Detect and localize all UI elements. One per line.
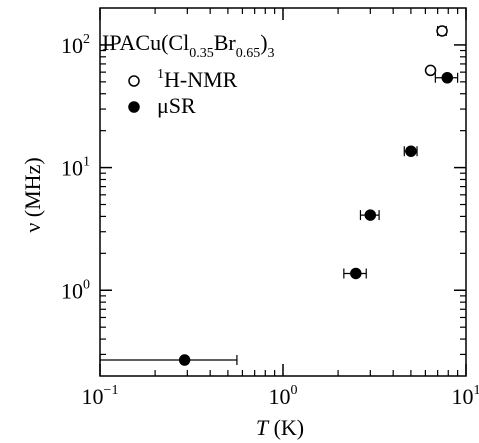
musr-data-point [441, 72, 454, 84]
legend-marker-open-circle [128, 75, 140, 87]
x-axis-title: T (K) [256, 415, 304, 440]
nmr-data-point [424, 64, 437, 77]
legend-label: 1H-NMR [157, 67, 238, 92]
nmr-data-point [436, 25, 448, 37]
y-tick-label: 102 [61, 32, 90, 58]
legend-label: μSR [157, 93, 196, 118]
x-tick-label: 100 [269, 383, 298, 409]
x-tick-label: 10−1 [82, 383, 119, 409]
musr-data-point [405, 145, 417, 157]
y-tick-label: 100 [61, 277, 90, 303]
y-axis-title: ν (MHz) [20, 157, 45, 232]
legend-marker-filled-circle [128, 101, 140, 113]
chart-title: IPACu(Cl0.35Br0.65)3 [102, 30, 275, 61]
musr-data-point [364, 209, 377, 221]
x-tick-label: 101 [452, 383, 479, 409]
musr-data-point [178, 354, 191, 366]
plot-frame [99, 7, 467, 377]
musr-data-point [350, 267, 362, 280]
y-tick-label: 101 [61, 155, 90, 181]
